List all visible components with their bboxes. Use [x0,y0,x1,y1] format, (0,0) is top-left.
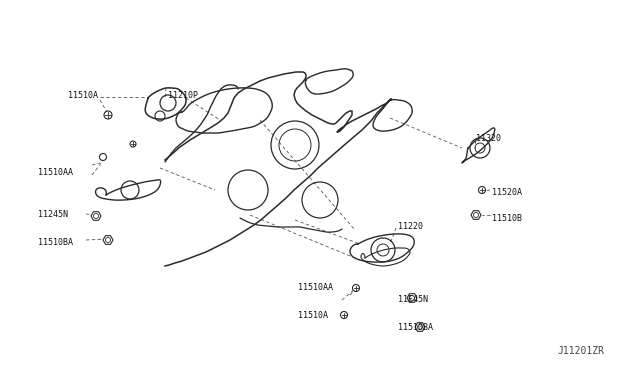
Circle shape [104,111,112,119]
Circle shape [130,141,136,147]
Polygon shape [91,212,101,220]
Text: 11220: 11220 [398,221,423,231]
Text: 11320: 11320 [476,134,501,142]
Text: 11510B: 11510B [492,214,522,222]
Text: 11510AA: 11510AA [298,283,333,292]
Circle shape [340,311,348,318]
Text: J11201ZR: J11201ZR [557,346,604,356]
Polygon shape [471,211,481,219]
Circle shape [479,186,486,193]
Circle shape [99,154,106,160]
Text: 11E45N: 11E45N [398,295,428,305]
Text: 11210P: 11210P [168,90,198,99]
Text: 11510A: 11510A [68,90,98,99]
Text: 11510BA: 11510BA [398,324,433,333]
Text: 11510AA: 11510AA [38,167,73,176]
Polygon shape [415,323,425,331]
Text: 11245N: 11245N [38,209,68,218]
Polygon shape [407,294,417,302]
Polygon shape [103,236,113,244]
Circle shape [353,285,360,292]
Text: 11510A: 11510A [298,311,328,321]
Text: 11520A: 11520A [492,187,522,196]
Text: 11510BA: 11510BA [38,237,73,247]
